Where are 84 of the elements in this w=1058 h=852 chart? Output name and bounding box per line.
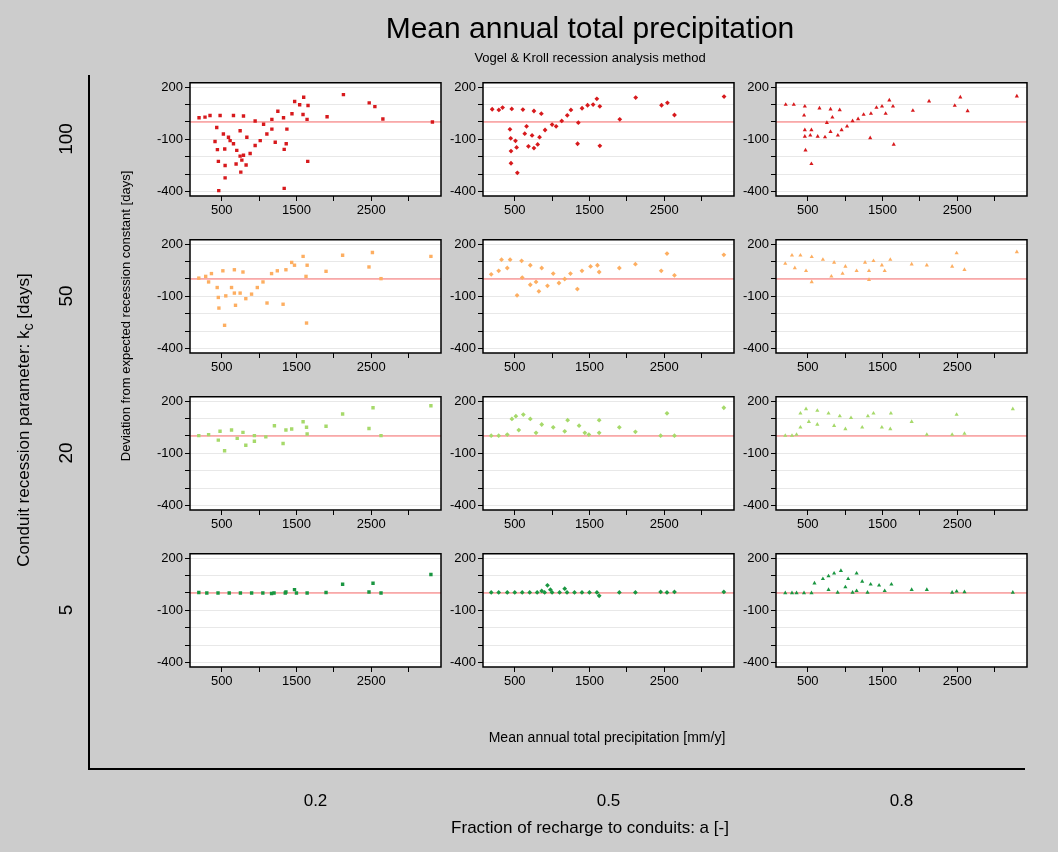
x-tick-label: 500	[796, 202, 819, 218]
y-tick-label: -400	[742, 654, 769, 670]
x-tick-label: 1500	[574, 516, 604, 532]
y-tick-label: -400	[449, 183, 476, 199]
y-tick-label: 200	[747, 235, 769, 251]
y-tick-label: -100	[156, 601, 183, 617]
y-tick-label: -400	[156, 654, 183, 670]
x-tick-label: 2500	[356, 202, 386, 218]
x-tick-label: 1500	[867, 516, 897, 532]
x-tick-label: 2500	[356, 516, 386, 532]
chart-title: Mean annual total precipitation	[385, 11, 795, 44]
text: 20	[54, 441, 76, 464]
x-tick-label: 1500	[281, 202, 311, 218]
y-tick-label: -400	[742, 497, 769, 513]
x-tick-label: 1500	[281, 359, 311, 375]
y-tick-label: -400	[449, 340, 476, 356]
x-tick-label: 2500	[356, 359, 386, 375]
y-tick-label: -100	[742, 444, 769, 460]
x-tick-label: 500	[796, 673, 819, 689]
x-tick-label: 1500	[281, 673, 311, 689]
text: 50	[54, 284, 76, 307]
y-tick-label: -100	[449, 444, 476, 460]
x-tick-label: 1500	[574, 202, 604, 218]
y-tick-label: -400	[742, 340, 769, 356]
y-tick-label: -100	[156, 444, 183, 460]
x-axis-title: Mean annual total precipitation [mm/y]	[488, 729, 726, 745]
text: 0.5	[596, 790, 621, 810]
x-tick-label: 2500	[356, 673, 386, 689]
y-tick-label: -100	[449, 601, 476, 617]
y-tick-label: -100	[156, 287, 183, 303]
text: 0.2	[303, 790, 328, 810]
x-tick-label: 2500	[649, 673, 679, 689]
y-tick-label: 200	[161, 549, 183, 565]
y-tick-label: -400	[449, 654, 476, 670]
y-tick-label: -400	[156, 497, 183, 513]
x-tick-label: 500	[210, 516, 233, 532]
x-tick-label: 2500	[649, 359, 679, 375]
y-tick-label: 200	[454, 78, 476, 94]
x-tick-label: 500	[796, 359, 819, 375]
x-tick-label: 1500	[281, 516, 311, 532]
x-tick-label: 2500	[942, 359, 972, 375]
y-tick-label: -100	[742, 287, 769, 303]
text: 0.8	[889, 790, 914, 810]
x-tick-label: 500	[210, 359, 233, 375]
y-tick-label: -100	[742, 601, 769, 617]
y-tick-label: 200	[454, 549, 476, 565]
y-tick-label: 200	[161, 78, 183, 94]
y-tick-label: -100	[156, 130, 183, 146]
y-axis-title: Deviation from expected recession constant [days]	[117, 170, 133, 462]
x-tick-label: 500	[503, 359, 526, 375]
x-tick-label: 500	[503, 516, 526, 532]
x-tick-label: 500	[503, 202, 526, 218]
x-tick-label: 500	[210, 673, 233, 689]
y-tick-label: -400	[156, 340, 183, 356]
text: Fraction of recharge to conduits: a [-]	[451, 817, 729, 837]
y-tick-label: -400	[156, 183, 183, 199]
y-tick-label: -100	[449, 130, 476, 146]
x-tick-label: 500	[503, 673, 526, 689]
x-tick-label: 1500	[574, 673, 604, 689]
x-tick-label: 2500	[942, 673, 972, 689]
y-tick-label: -400	[449, 497, 476, 513]
x-tick-label: 2500	[649, 516, 679, 532]
y-tick-label: 200	[161, 235, 183, 251]
x-tick-label: 2500	[649, 202, 679, 218]
y-tick-label: 200	[454, 392, 476, 408]
x-tick-label: 1500	[867, 202, 897, 218]
x-tick-label: 1500	[867, 359, 897, 375]
x-tick-label: 1500	[574, 359, 604, 375]
y-tick-label: 200	[747, 549, 769, 565]
x-tick-label: 1500	[867, 673, 897, 689]
y-tick-label: -100	[742, 130, 769, 146]
text: 5	[54, 604, 76, 615]
y-tick-label: -100	[449, 287, 476, 303]
chart-subtitle: Vogel & Kroll recession analysis method	[474, 49, 706, 65]
y-tick-label: 200	[747, 78, 769, 94]
y-tick-label: 200	[747, 392, 769, 408]
y-tick-label: -400	[742, 183, 769, 199]
text: 100	[54, 122, 76, 155]
x-tick-label: 500	[796, 516, 819, 532]
x-tick-label: 2500	[942, 202, 972, 218]
x-tick-label: 500	[210, 202, 233, 218]
y-tick-label: 200	[454, 235, 476, 251]
y-tick-label: 200	[161, 392, 183, 408]
x-tick-label: 2500	[942, 516, 972, 532]
